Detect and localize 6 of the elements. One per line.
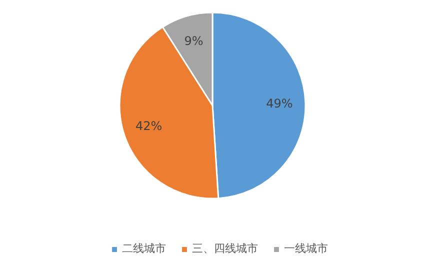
data-label: 42% — [135, 119, 162, 134]
data-label: 49% — [266, 96, 293, 110]
legend-label: 二线城市 — [122, 242, 166, 256]
legend-label: 三、四线城市 — [192, 242, 258, 256]
legend-label: 一线城市 — [284, 242, 328, 256]
data-label: 9% — [184, 34, 204, 48]
